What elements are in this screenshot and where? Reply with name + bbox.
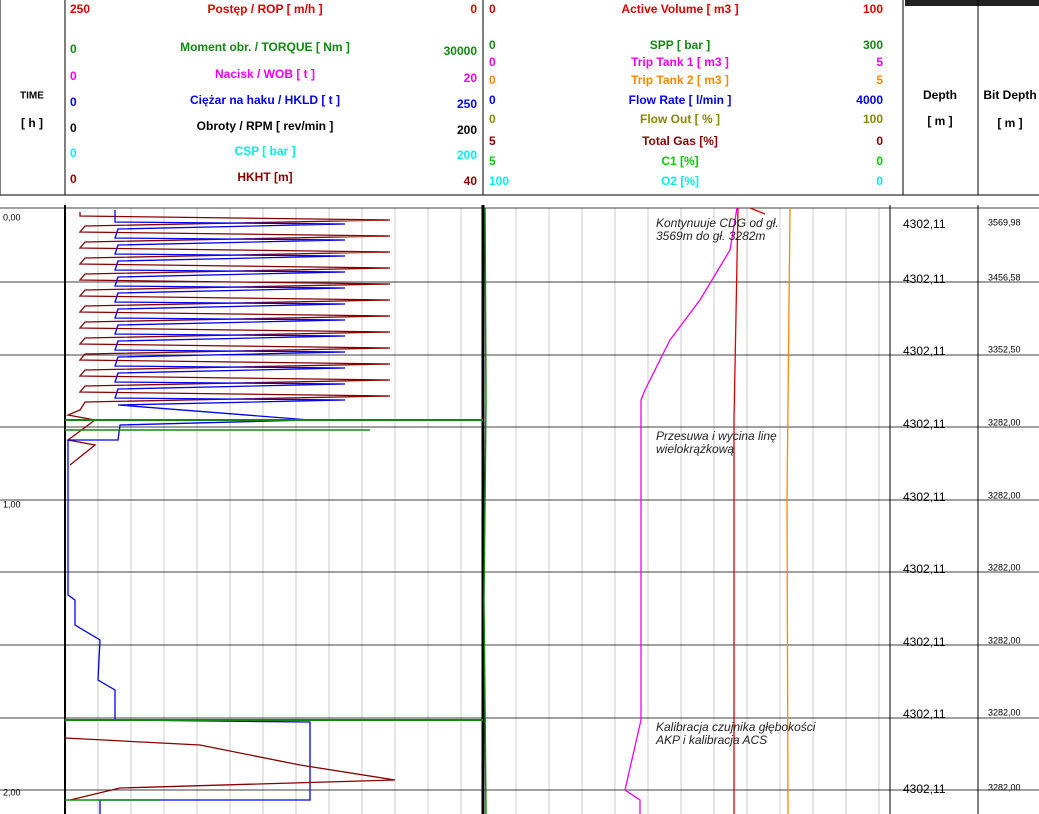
range-max: 0	[470, 2, 477, 16]
track-label: Moment obr. / TORQUE [ Nm ]	[180, 40, 350, 54]
range-max: 100	[863, 112, 883, 126]
trace	[65, 212, 391, 466]
range-max: 40	[464, 174, 478, 188]
bit-depth-value: 3282,00	[988, 707, 1021, 717]
header-frame	[0, 0, 1039, 196]
range-min: 0	[70, 42, 77, 56]
range-max: 0	[876, 134, 883, 148]
trace	[786, 207, 791, 814]
range-max: 300	[863, 38, 883, 52]
range-max: 5	[876, 55, 883, 69]
time-tick: 2,00	[3, 787, 21, 797]
depth-value: 4302,11	[903, 562, 946, 576]
track-label: Nacisk / WOB [ t ]	[215, 67, 315, 81]
range-max: 4000	[856, 93, 883, 107]
range-min: 0	[489, 73, 496, 87]
range-min: 0	[489, 55, 496, 69]
bit-depth-label: Bit Depth	[983, 88, 1036, 102]
trace	[64, 737, 396, 801]
bit-depth-value: 3282,00	[988, 782, 1021, 792]
range-min: 100	[489, 174, 509, 188]
track-label: O2 [%]	[661, 174, 699, 188]
track-label: CSP [ bar ]	[234, 144, 295, 158]
track-label: Total Gas [%]	[642, 134, 718, 148]
track-label: Postęp / ROP [ m/h ]	[207, 2, 322, 16]
bit-depth-value: 3282,00	[988, 490, 1021, 500]
range-min: 0	[489, 93, 496, 107]
track-label: Active Volume [ m3 ]	[621, 2, 738, 16]
annotation: wielokrążkową	[656, 442, 734, 456]
track-label: HKHT [m]	[237, 170, 292, 184]
bit-depth-value: 3569,98	[988, 217, 1021, 227]
track-label: Ciężar na haku / HKLD [ t ]	[190, 93, 340, 107]
grid	[0, 205, 1039, 814]
range-min: 0	[70, 121, 77, 135]
track-label: Flow Out [ % ]	[640, 112, 720, 126]
range-min: 5	[489, 134, 496, 148]
annotation: Kontynuuje CDG od gł.	[656, 216, 779, 230]
range-min: 5	[489, 154, 496, 168]
track-label: Obroty / RPM [ rev/min ]	[197, 119, 334, 133]
bit-depth-value: 3282,00	[988, 417, 1021, 427]
trace	[624, 207, 738, 814]
time-unit: [ h ]	[21, 116, 43, 130]
range-max: 0	[876, 154, 883, 168]
track-label: SPP [ bar ]	[650, 38, 710, 52]
track-label: Trip Tank 2 [ m3 ]	[631, 73, 729, 87]
range-min: 0	[489, 2, 496, 16]
top-strip	[905, 0, 1039, 6]
depth-value: 4302,11	[903, 417, 946, 431]
bit-depth-value: 3282,00	[988, 635, 1021, 645]
range-max: 200	[457, 123, 477, 137]
depth-value: 4302,11	[903, 707, 946, 721]
range-max: 200	[457, 148, 477, 162]
range-max: 100	[863, 2, 883, 16]
annotation: AKP i kalibracja ACS	[655, 733, 767, 747]
time-tick: 0,00	[3, 212, 21, 222]
range-max: 0	[876, 174, 883, 188]
range-min: 0	[70, 69, 77, 83]
depth-unit: [ m ]	[927, 114, 952, 128]
annotation: Przesuwa i wycina linę	[656, 429, 777, 443]
depth-value: 4302,11	[903, 344, 946, 358]
bit-depth-value: 3352,50	[988, 344, 1021, 354]
track-label: Flow Rate [ l/min ]	[629, 93, 732, 107]
range-max: 5	[876, 73, 883, 87]
depth-value: 4302,11	[903, 782, 946, 796]
annotation: 3569m do gł. 3282m	[656, 229, 765, 243]
range-min: 0	[489, 38, 496, 52]
range-min: 0	[70, 146, 77, 160]
bit-depth-value: 3282,00	[988, 562, 1021, 572]
time-label: TIME	[20, 91, 44, 102]
track-label: Trip Tank 1 [ m3 ]	[631, 55, 729, 69]
bit-depth-unit: [ m ]	[997, 116, 1022, 130]
range-max: 250	[457, 97, 477, 111]
range-min: 0	[70, 95, 77, 109]
trace	[67, 210, 346, 814]
depth-value: 4302,11	[903, 272, 946, 286]
bit-depth-value: 3456,58	[988, 272, 1021, 282]
trace	[733, 207, 739, 814]
range-min: 0	[489, 112, 496, 126]
depth-value: 4302,11	[903, 490, 946, 504]
time-tick: 1,00	[3, 499, 21, 509]
trace	[749, 207, 766, 215]
depth-value: 4302,11	[903, 635, 946, 649]
depth-value: 4302,11	[903, 217, 946, 231]
range-min: 0	[70, 172, 77, 186]
range-max: 20	[464, 71, 478, 85]
depth-label: Depth	[923, 88, 957, 102]
range-min: 250	[70, 2, 90, 16]
curves	[64, 207, 791, 814]
track-label: C1 [%]	[661, 154, 698, 168]
annotation: Kalibracja czujnika głębokości	[656, 720, 816, 734]
trace	[483, 207, 487, 814]
range-max: 30000	[444, 44, 478, 58]
